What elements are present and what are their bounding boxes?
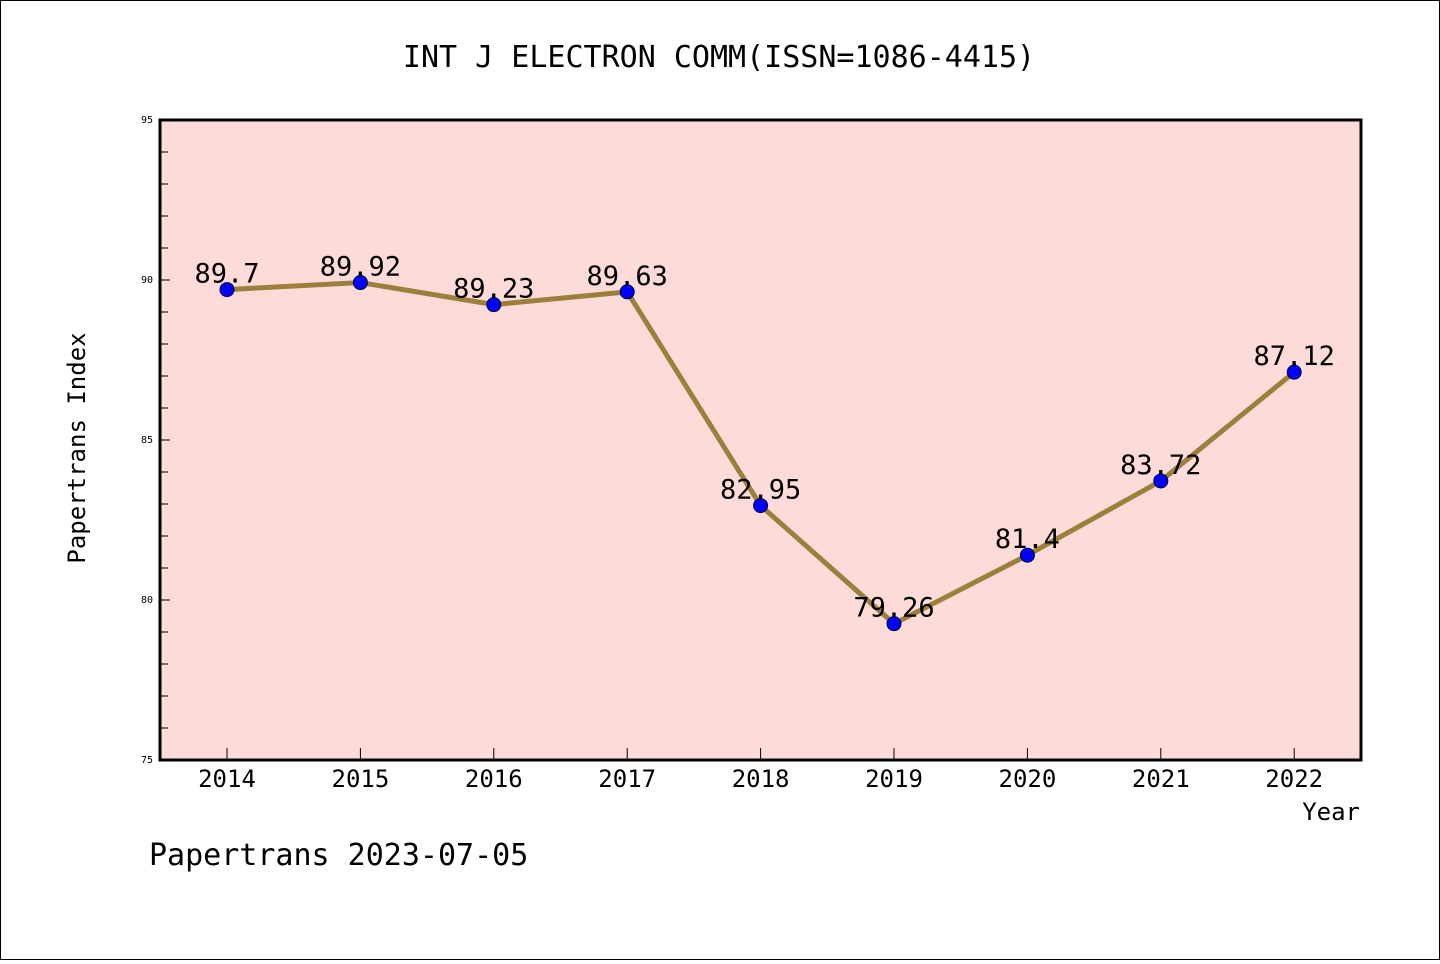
data-label: 89.23	[453, 274, 534, 305]
data-markers	[219, 275, 1302, 632]
y-tick-label: 95	[141, 115, 153, 126]
x-tick-label: 2014	[198, 765, 256, 793]
x-axis: 2014 2015 2016 2017 2018 2019 2020 2021 2022	[198, 748, 1323, 793]
data-label: 89.63	[587, 261, 668, 292]
x-tick-label: 2015	[332, 765, 390, 793]
data-point	[886, 616, 902, 632]
y-tick-label: 75	[141, 755, 153, 766]
data-point	[1286, 364, 1302, 380]
chart-title: INT J ELECTRON COMM(ISSN=1086-4415)	[403, 40, 1035, 75]
x-axis-label: Year	[1302, 798, 1360, 826]
y-axis: 75 80 85 90 95	[141, 115, 170, 766]
data-label: 81.4	[995, 524, 1060, 555]
data-label: 83.72	[1120, 450, 1201, 481]
y-tick-label: 90	[141, 275, 153, 286]
plot-area	[158, 118, 1363, 762]
x-tick-label: 2021	[1132, 765, 1190, 793]
data-point	[352, 275, 368, 291]
data-point	[753, 498, 769, 514]
y-axis-label: Papertrans Index	[63, 332, 91, 563]
x-tick-label: 2020	[999, 765, 1057, 793]
data-point	[1153, 473, 1169, 489]
x-tick-label: 2016	[465, 765, 523, 793]
data-label: 79.26	[853, 593, 934, 624]
data-point	[1019, 547, 1035, 563]
data-point	[619, 284, 635, 300]
footer-text: Papertrans 2023-07-05	[149, 838, 528, 873]
data-labels: 89.7 89.92 89.23 89.63 82.95 79.26 81.4 83.72 87…	[194, 252, 1334, 624]
y-tick-label: 80	[141, 595, 153, 606]
data-label: 89.92	[320, 252, 401, 283]
x-tick-label: 2017	[598, 765, 656, 793]
data-point	[486, 297, 502, 313]
x-tick-label: 2022	[1265, 765, 1323, 793]
data-label: 89.7	[194, 259, 259, 290]
data-label: 87.12	[1254, 341, 1335, 372]
x-tick-label: 2018	[732, 765, 790, 793]
x-tick-label: 2019	[865, 765, 923, 793]
y-tick-label: 85	[141, 435, 153, 446]
data-point	[219, 282, 235, 298]
data-label: 82.95	[720, 475, 801, 506]
